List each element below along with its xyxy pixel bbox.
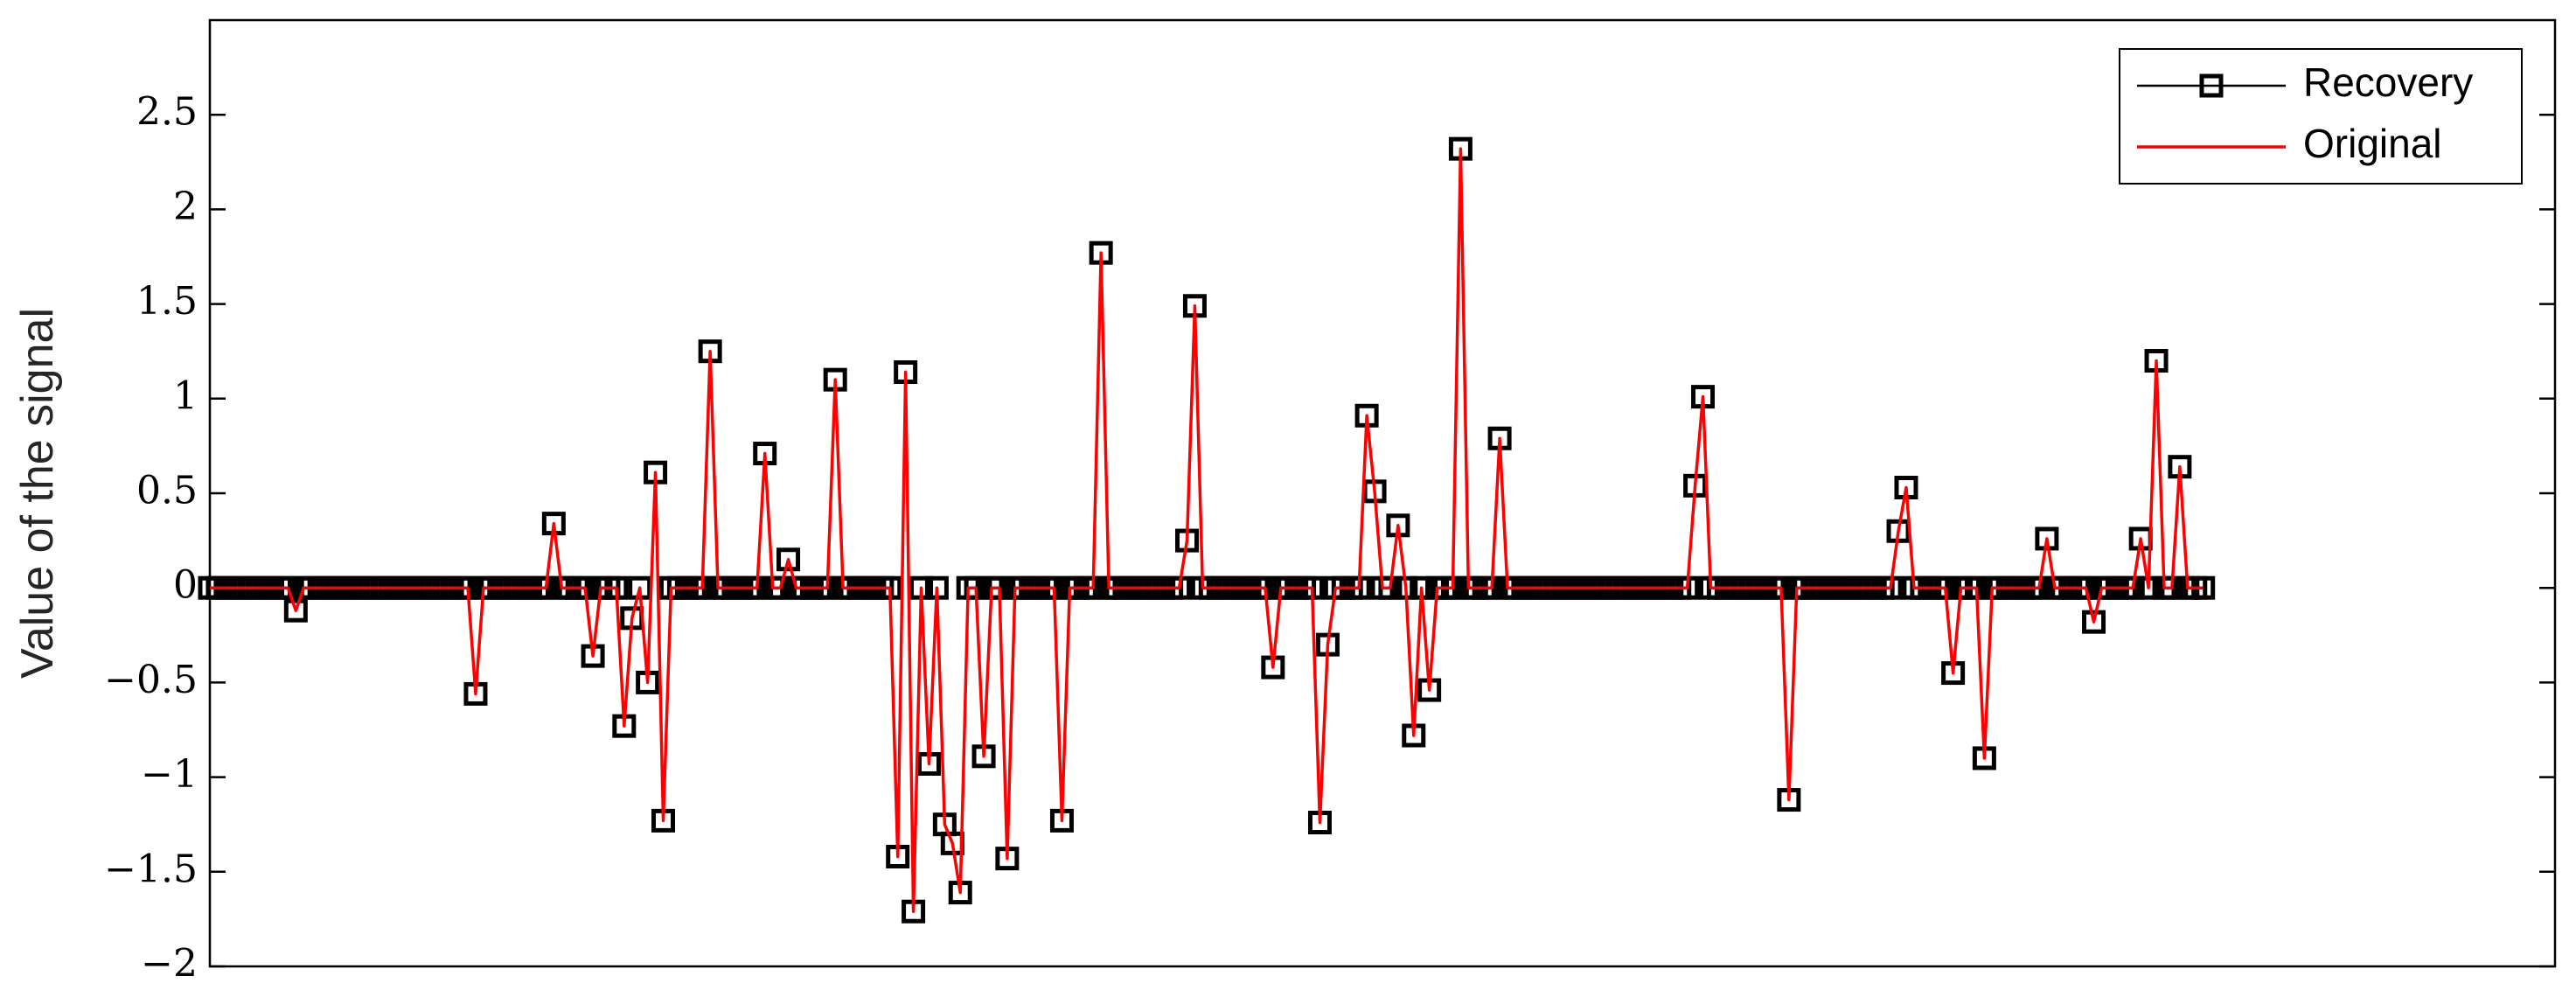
marker	[283, 598, 308, 623]
y-tick-label: 1	[173, 373, 198, 418]
marker	[776, 547, 801, 572]
legend-label: Recovery	[2303, 59, 2473, 105]
y-tick-label: −2	[141, 942, 198, 987]
marker	[769, 575, 793, 600]
legend-label: Original	[2303, 121, 2442, 166]
legend-marker	[2199, 73, 2224, 98]
marker	[2082, 610, 2106, 634]
series-line	[210, 147, 2204, 913]
y-tick-label: 0.5	[136, 469, 198, 513]
y-tick-label: −0.5	[104, 658, 198, 702]
y-tick-label: −1	[141, 752, 198, 797]
y-axis-label: Value of the signal	[12, 308, 63, 679]
legend-box	[2119, 48, 2523, 185]
y-tick-label: 0	[173, 563, 198, 608]
y-tick-label: −1.5	[104, 847, 198, 891]
y-tick-label: 2.5	[136, 90, 198, 135]
y-tick-label: 1.5	[136, 279, 198, 324]
y-tick-label: 2	[173, 185, 198, 229]
